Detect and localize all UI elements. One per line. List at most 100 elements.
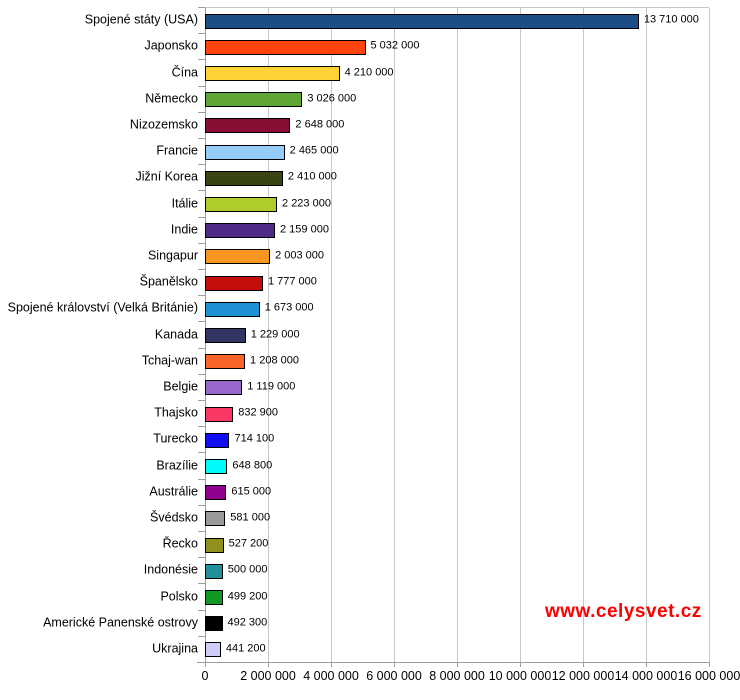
bar xyxy=(205,328,246,343)
x-axis-label: 16 000 000 xyxy=(676,669,740,683)
y-axis-tick xyxy=(198,85,205,87)
gridline xyxy=(709,8,710,663)
bar xyxy=(205,485,227,501)
bar-value-label: 2 465 000 xyxy=(289,144,339,157)
bar-value-label: 4 210 000 xyxy=(344,66,394,78)
bar xyxy=(205,118,291,134)
y-axis-tick xyxy=(198,400,205,401)
category-label: Tchaj-wan xyxy=(141,353,198,368)
bar xyxy=(205,92,303,108)
x-axis-tick xyxy=(709,662,710,667)
y-axis-tick xyxy=(198,504,205,506)
y-axis-tick xyxy=(198,662,205,663)
category-label: Německo xyxy=(145,91,198,106)
category-label: Itálie xyxy=(171,196,198,210)
bar xyxy=(205,197,278,212)
bar xyxy=(205,590,223,605)
y-axis-tick xyxy=(198,242,205,244)
x-axis-label: 14 000 000 xyxy=(613,669,679,683)
y-axis-tick xyxy=(198,583,205,585)
bar xyxy=(205,144,285,160)
bar xyxy=(205,13,639,29)
y-axis-tick xyxy=(198,557,205,559)
y-axis-tick xyxy=(198,59,205,61)
x-axis-label: 8 000 000 xyxy=(428,669,486,683)
category-label: Řecko xyxy=(162,536,198,551)
bar-value-label: 2 159 000 xyxy=(280,223,329,236)
bar-value-label: 648 800 xyxy=(232,459,273,471)
x-axis-line xyxy=(197,662,710,663)
category-label: Indie xyxy=(170,222,198,237)
bar xyxy=(205,380,243,396)
y-axis-tick xyxy=(198,269,205,270)
category-label: Francie xyxy=(156,143,198,158)
bar-value-label: 714 100 xyxy=(234,432,275,445)
bar-value-label: 1 119 000 xyxy=(247,380,296,393)
bar-value-label: 527 200 xyxy=(228,537,269,550)
bar xyxy=(205,354,246,370)
x-axis-label: 12 000 000 xyxy=(550,669,616,683)
plot-area xyxy=(205,7,710,663)
category-label: Spojené království (Velká Británie) xyxy=(7,300,198,315)
bar-value-label: 500 000 xyxy=(227,563,268,576)
bar xyxy=(205,642,221,658)
y-axis-tick xyxy=(198,478,205,480)
y-axis-tick xyxy=(198,373,205,375)
bar-value-label: 2 410 000 xyxy=(287,170,337,183)
bar-value-label: 2 223 000 xyxy=(282,197,331,209)
bar xyxy=(205,563,223,579)
bar xyxy=(205,275,263,291)
bar-value-label: 13 710 000 xyxy=(643,13,699,26)
bar xyxy=(205,39,366,55)
x-axis-tick xyxy=(268,662,269,667)
x-axis-tick xyxy=(394,662,395,667)
bar xyxy=(205,616,223,632)
y-axis-tick xyxy=(198,164,205,166)
category-label: Ukrajina xyxy=(152,641,198,656)
bar xyxy=(205,223,275,239)
category-label: Indonésie xyxy=(143,562,198,577)
bar-value-label: 3 026 000 xyxy=(307,92,357,105)
category-label: Kanada xyxy=(154,327,198,341)
bar xyxy=(205,170,283,186)
x-axis-tick xyxy=(520,662,521,667)
gridline xyxy=(268,8,269,663)
y-axis-tick xyxy=(198,531,205,532)
bar-value-label: 832 900 xyxy=(238,406,278,419)
y-axis-tick xyxy=(198,452,205,454)
category-label: Čína xyxy=(171,65,198,79)
bar-value-label: 615 000 xyxy=(231,485,272,498)
category-label: Japonsko xyxy=(144,38,198,53)
category-label: Jižní Korea xyxy=(135,169,198,184)
x-axis-tick xyxy=(457,662,458,667)
bar xyxy=(205,301,260,317)
bar-value-label: 1 229 000 xyxy=(250,328,300,340)
bar xyxy=(205,432,230,448)
category-label: Polsko xyxy=(160,589,198,603)
x-axis-label: 10 000 000 xyxy=(487,669,553,683)
y-axis-tick xyxy=(198,635,205,637)
gridline xyxy=(457,8,458,663)
x-axis-label: 6 000 000 xyxy=(365,669,423,683)
bar-value-label: 581 000 xyxy=(230,511,271,524)
y-axis-tick xyxy=(198,216,205,218)
y-axis-tick xyxy=(198,33,205,35)
y-axis-tick xyxy=(198,426,205,428)
y-axis-tick xyxy=(198,321,205,323)
watermark-link: www.celysvet.cz xyxy=(545,601,702,622)
y-axis-tick xyxy=(198,111,205,113)
gridline xyxy=(646,8,647,663)
bar-value-label: 1 777 000 xyxy=(267,275,317,288)
category-label: Švédsko xyxy=(150,510,198,525)
y-axis-tick xyxy=(198,138,205,139)
category-label: Turecko xyxy=(153,431,198,446)
bar xyxy=(205,459,228,474)
y-axis-tick xyxy=(198,347,205,349)
x-axis-label: 4 000 000 xyxy=(302,669,360,683)
bar-value-label: 1 673 000 xyxy=(264,301,314,314)
y-axis-tick xyxy=(198,190,205,192)
bar-value-label: 2 648 000 xyxy=(295,118,345,131)
gridline xyxy=(394,8,395,663)
bar xyxy=(205,66,340,81)
